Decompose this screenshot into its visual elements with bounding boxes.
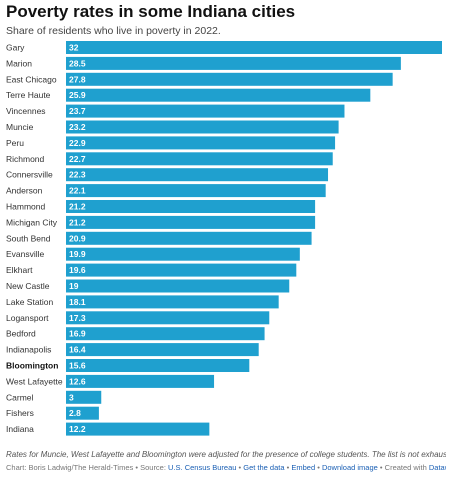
footer-separator: • (238, 463, 242, 472)
bar (66, 72, 393, 86)
category-label: Vincennes (6, 106, 46, 116)
value-label: 15.6 (69, 361, 86, 371)
embed-link[interactable]: Embed (291, 463, 316, 472)
get-data-link[interactable]: Get the data (243, 463, 285, 472)
bar (66, 231, 312, 245)
value-label: 19.6 (69, 265, 86, 275)
bar (66, 311, 270, 325)
chart-footer: Chart: Boris Ladwig/The Herald-Times • S… (6, 463, 446, 472)
category-label: Michigan City (6, 217, 58, 227)
value-label: 19.9 (69, 249, 86, 259)
bar (66, 136, 336, 150)
footer-separator: • (317, 463, 320, 472)
value-label: 2.8 (69, 408, 81, 418)
bar (66, 104, 345, 118)
value-label: 18.1 (69, 297, 86, 307)
bar (66, 390, 102, 404)
bar (66, 215, 316, 229)
category-label: Bedford (6, 329, 36, 339)
value-label: 3 (69, 392, 74, 402)
source-link[interactable]: U.S. Census Bureau (168, 463, 237, 472)
value-label: 20.9 (69, 233, 86, 243)
category-label: Fishers (6, 408, 34, 418)
bar (66, 327, 265, 341)
bar (66, 168, 329, 182)
bar (66, 56, 401, 70)
category-label: Hammond (6, 202, 45, 212)
category-label: Richmond (6, 154, 45, 164)
category-label: Lake Station (6, 297, 54, 307)
bar (66, 359, 250, 372)
bar (66, 247, 300, 261)
category-label: Peru (6, 138, 24, 148)
value-label: 17.3 (69, 313, 86, 323)
category-label: Connersville (6, 170, 53, 180)
chart-note: Rates for Muncie, West Lafayette and Blo… (6, 450, 446, 459)
value-label: 16.4 (69, 345, 86, 355)
footer-separator: • (286, 463, 290, 472)
value-label: 22.1 (69, 186, 86, 196)
value-label: 32 (69, 43, 79, 53)
category-label: Muncie (6, 122, 34, 132)
bar (66, 263, 297, 277)
value-label: 25.9 (69, 90, 86, 100)
value-label: 23.2 (69, 122, 86, 132)
datawrapper-link[interactable]: Datawrapp (428, 463, 446, 472)
value-label: 22.7 (69, 154, 86, 164)
value-label: 19 (69, 281, 79, 291)
value-label: 22.3 (69, 170, 86, 180)
category-label: Indianapolis (6, 345, 51, 355)
value-label: 27.8 (69, 74, 86, 84)
value-label: 12.2 (69, 424, 86, 434)
category-label: Bloomington (6, 361, 58, 371)
footer-separator: • (379, 463, 383, 472)
category-label: Evansville (6, 249, 45, 259)
download-image-link[interactable]: Download image (321, 463, 378, 472)
value-label: 16.9 (69, 329, 86, 339)
footer-separator: • (135, 463, 138, 472)
value-label: 22.9 (69, 138, 86, 148)
value-label: 23.7 (69, 106, 86, 116)
bar-chart: Gary 32 Marion 28.5 East Chicago 27.8 Terre Ha… (6, 41, 442, 436)
chart-subtitle: Share of residents who live in poverty i… (6, 25, 221, 37)
bar (66, 422, 210, 436)
value-label: 21.2 (69, 202, 86, 212)
bar (66, 184, 326, 198)
bar (66, 279, 290, 293)
category-label: West Lafayette (6, 376, 63, 386)
chart-title: Poverty rates in some Indiana cities (6, 2, 296, 21)
bar (66, 120, 339, 134)
credit-text: Chart: Boris Ladwig/The Herald-Times (6, 463, 134, 472)
category-label: Elkhart (6, 265, 33, 275)
value-label: 28.5 (69, 58, 86, 68)
bar (66, 343, 259, 357)
category-label: Indiana (6, 424, 34, 434)
category-label: New Castle (6, 281, 50, 291)
category-label: East Chicago (6, 74, 57, 84)
bar (66, 200, 316, 213)
source-label: Source: (140, 463, 166, 472)
created-with-label: Created with (384, 463, 427, 472)
value-label: 12.6 (69, 376, 86, 386)
bar (66, 41, 442, 54)
bar (66, 374, 215, 388)
category-label: Gary (6, 43, 25, 53)
category-label: Carmel (6, 392, 34, 402)
category-label: Marion (6, 58, 32, 68)
category-label: South Bend (6, 233, 51, 243)
bar (66, 152, 333, 166)
category-label: Logansport (6, 313, 49, 323)
category-label: Terre Haute (6, 90, 51, 100)
category-label: Anderson (6, 186, 43, 196)
bar (66, 295, 279, 309)
bar (66, 88, 371, 102)
value-label: 21.2 (69, 217, 86, 227)
bar (66, 406, 99, 420)
